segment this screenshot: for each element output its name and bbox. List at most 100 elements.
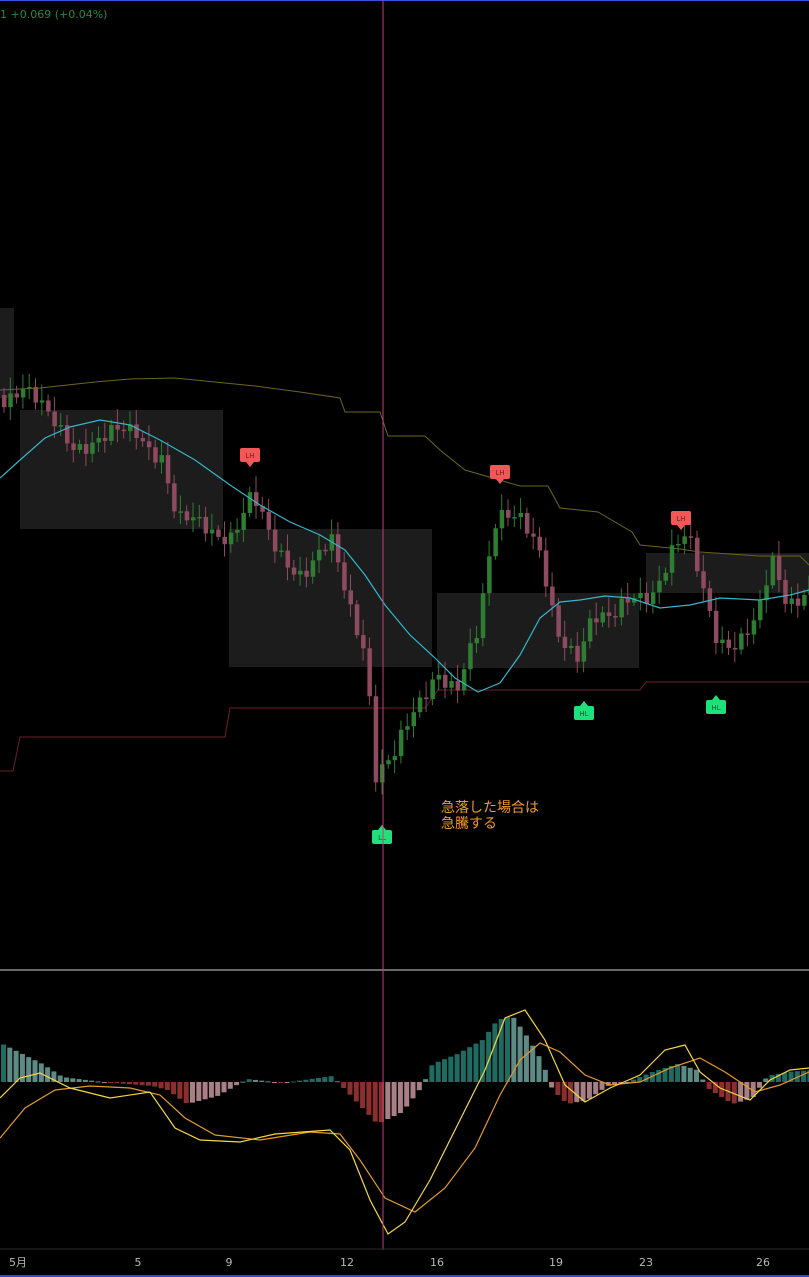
candle-body [272,529,278,552]
histogram-bar [473,1043,479,1082]
histogram-bar [341,1082,347,1088]
histogram-bar [649,1072,655,1082]
x-tick-label: 5 [135,1256,142,1269]
candle-body [499,509,505,529]
candle-body [707,588,713,611]
pivot-label-box [671,511,691,525]
candle-body [669,545,675,573]
histogram-bar [530,1045,536,1082]
candle-body [739,633,744,650]
candle-body [518,512,524,518]
candle-body [279,550,284,553]
x-tick-label: 5月 [9,1256,27,1269]
histogram-bar [38,1063,44,1082]
lower-band-line [0,681,809,772]
signal-line [0,1042,809,1213]
candle-body [688,536,694,538]
candle-body [632,598,637,603]
histogram-bar [114,1082,120,1084]
candle-body [562,636,568,648]
histogram-bar [158,1082,164,1089]
histogram-bar [13,1050,19,1082]
histogram-bar [316,1077,321,1082]
annotation-line-2: 急騰する [441,816,497,832]
candle-body [2,395,7,408]
candle-body [178,511,183,513]
histogram-bar [32,1060,38,1082]
histogram-bar [190,1082,195,1103]
pivot-label-high: LH [490,465,510,484]
candle-body [650,592,656,605]
pivot-label-box [706,700,726,714]
candle-body [770,556,776,586]
histogram-bar [442,1059,447,1082]
candle-body [52,411,57,427]
histogram-bar [668,1065,674,1082]
candle-body [531,533,536,537]
candle-body [203,516,209,534]
candle-body [39,400,45,403]
candle-body [304,570,309,577]
range-zone [20,410,223,529]
candle-body [102,437,108,441]
histogram-bar [744,1082,750,1100]
histogram-bar [1,1044,6,1082]
candle-body [285,550,290,568]
histogram-bar [95,1081,101,1083]
histogram-bar [700,1079,706,1082]
candle-body [58,425,64,427]
candle-body [71,443,76,450]
candle-body [569,645,574,648]
moving-average [0,419,809,693]
range-zones [0,308,809,668]
histogram-bar [284,1082,290,1083]
candle-body [581,641,587,662]
histogram-bar [309,1078,315,1082]
histogram-bar [196,1082,202,1101]
histogram-bar [750,1082,756,1097]
histogram-bar [599,1082,605,1090]
histogram-bar [221,1082,227,1093]
candle-body [46,400,51,412]
candle-body [751,620,757,635]
histogram-bar [517,1026,523,1082]
candle-body [298,570,303,575]
candle-body [537,536,542,551]
histogram-bar [278,1082,284,1083]
histogram-bar [568,1082,573,1104]
histogram-bar [561,1082,567,1101]
candle-body [449,681,454,688]
candle-body [216,529,221,537]
candle-body [398,729,404,757]
histogram-bar [429,1065,435,1082]
candle-body [619,598,624,618]
histogram-bar [139,1082,145,1086]
pivot-label-low: HL [574,701,594,720]
candle-body [209,529,215,534]
pivot-label-pointer [378,825,386,830]
pivot-label-text: LH [676,515,685,523]
candle-body [758,600,763,621]
candle-body [575,645,580,662]
histogram-bar [662,1068,668,1082]
candle-body [543,550,549,587]
histogram-bar [675,1064,681,1082]
histogram-bar [435,1061,441,1082]
pivot-label-pointer [712,695,720,700]
pivot-label-box [240,448,260,462]
candle-body [638,592,643,599]
histogram-bar [479,1040,485,1082]
candle-body [121,429,127,432]
candle-body [606,612,612,616]
pivot-label-box [372,830,392,844]
candle-body [644,592,650,605]
histogram-bar [460,1050,466,1082]
histogram-bar [637,1077,643,1082]
histogram-bar [549,1082,555,1088]
candle-body [83,444,89,454]
histogram-bar [807,1070,809,1082]
candle-body [506,509,511,518]
candle-body [165,455,171,484]
